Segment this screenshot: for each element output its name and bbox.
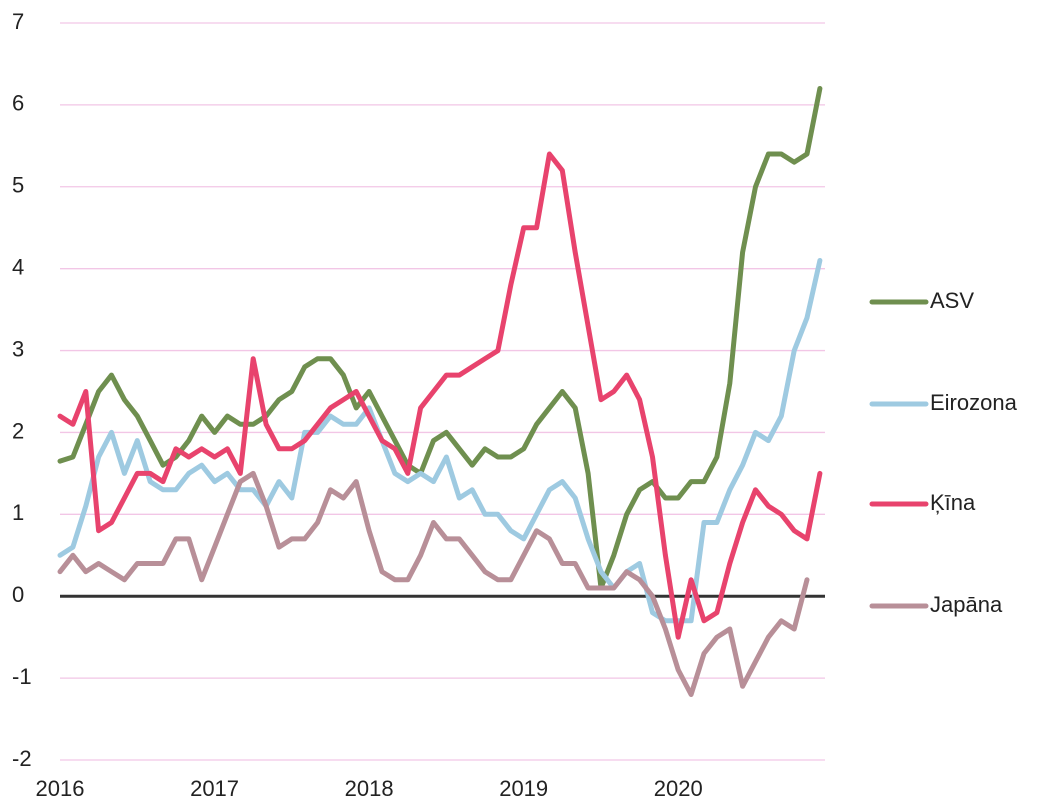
series-line [57,258,823,624]
x-tick-label: 2019 [499,776,548,801]
series-line [57,86,823,591]
x-tick-label: 2017 [190,776,239,801]
y-tick-label: 5 [12,173,24,198]
legend-label: Ķīna [930,490,976,515]
x-tick-label: 2016 [36,776,85,801]
y-tick-label: 7 [12,9,24,34]
series-line [57,470,810,697]
legend-label: Eirozona [930,390,1018,415]
y-tick-label: -2 [12,746,32,771]
y-tick-label: 0 [12,582,24,607]
legend-label: Japāna [930,592,1003,617]
y-tick-label: 3 [12,336,24,361]
y-tick-label: 2 [12,418,24,443]
y-tick-label: 1 [12,500,24,525]
x-tick-label: 2018 [345,776,394,801]
y-tick-label: 6 [12,91,24,116]
series-line [57,151,823,640]
legend-label: ASV [930,288,974,313]
y-tick-label: 4 [12,254,24,279]
y-tick-label: -1 [12,664,32,689]
x-tick-label: 2020 [654,776,703,801]
